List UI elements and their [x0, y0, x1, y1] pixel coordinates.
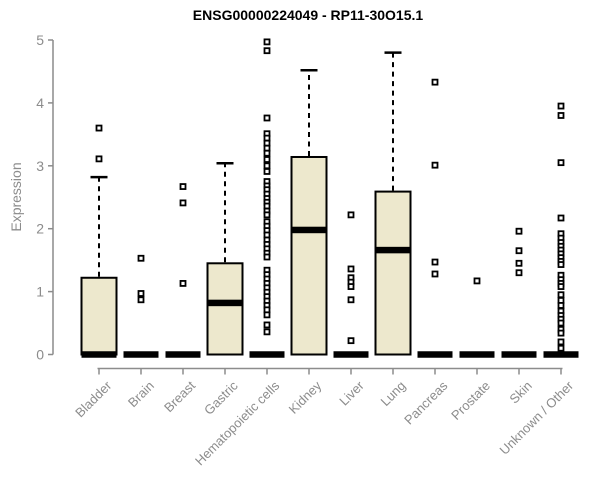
outlier-point-brain	[137, 296, 145, 304]
outlier-point-brain	[137, 290, 145, 297]
outlier-point-hematopoietic-cells	[263, 114, 271, 122]
outlier-point-pancreas	[431, 78, 439, 86]
median-brain	[123, 351, 159, 358]
outlier-point-hematopoietic-cells	[263, 162, 271, 170]
outlier-point-pancreas	[431, 270, 439, 278]
y-axis-tick-label: 2	[36, 221, 44, 237]
box-kidney	[290, 155, 328, 356]
outlier-point-skin	[515, 247, 523, 255]
median-pancreas	[417, 351, 453, 358]
outlier-point-brain	[137, 254, 145, 262]
median-liver	[333, 351, 369, 358]
y-axis-tick-label: 3	[36, 158, 44, 174]
outlier-point-hematopoietic-cells	[263, 156, 271, 163]
outlier-point-liver	[347, 211, 355, 219]
outlier-point-unknown-other	[557, 283, 565, 290]
y-axis-tick-label: 1	[36, 284, 44, 300]
outlier-point-pancreas	[431, 161, 439, 169]
outlier-point-liver	[347, 283, 355, 290]
median-hematopoietic-cells	[249, 351, 285, 358]
box-gastric	[206, 262, 244, 356]
outlier-point-unknown-other	[557, 319, 565, 327]
median-unknown-other	[543, 351, 579, 358]
outlier-point-unknown-other	[557, 344, 565, 352]
outlier-point-liver	[347, 265, 355, 273]
outlier-point-liver	[347, 296, 355, 304]
median-gastric	[207, 299, 243, 307]
median-lung	[375, 246, 411, 254]
outlier-point-unknown-other	[557, 112, 565, 119]
outlier-point-hematopoietic-cells	[263, 311, 271, 319]
outlier-point-breast	[179, 199, 187, 207]
median-skin	[501, 351, 537, 358]
outlier-point-breast	[179, 183, 187, 190]
median-kidney	[291, 226, 327, 234]
outlier-point-bladder	[95, 155, 103, 163]
outlier-point-unknown-other	[557, 261, 565, 268]
outlier-point-unknown-other	[557, 102, 565, 110]
outlier-point-liver	[347, 337, 355, 345]
median-bladder	[81, 351, 117, 358]
outlier-point-skin	[515, 227, 523, 235]
outlier-point-unknown-other	[557, 291, 565, 299]
outlier-point-unknown-other	[557, 214, 565, 222]
chart-title: ENSG00000224049 - RP11-30O15.1	[192, 7, 424, 23]
y-axis-tick-label: 0	[36, 347, 44, 363]
box-lung	[374, 190, 412, 356]
outlier-point-hematopoietic-cells	[263, 38, 271, 46]
outlier-point-hematopoietic-cells	[263, 321, 271, 329]
outlier-point-pancreas	[431, 258, 439, 266]
outlier-point-bladder	[95, 124, 103, 132]
y-axis-tick-label: 4	[36, 95, 44, 111]
median-prostate	[459, 351, 495, 358]
median-breast	[165, 351, 201, 358]
outlier-point-hematopoietic-cells	[263, 149, 271, 157]
outlier-point-unknown-other	[557, 159, 565, 167]
outlier-point-prostate	[473, 277, 481, 285]
outlier-point-unknown-other	[557, 302, 565, 309]
outlier-point-hematopoietic-cells	[263, 47, 271, 55]
outlier-point-skin	[515, 269, 523, 277]
outlier-point-hematopoietic-cells	[263, 168, 271, 175]
outlier-point-hematopoietic-cells	[263, 211, 271, 219]
outlier-point-hematopoietic-cells	[263, 253, 271, 261]
y-axis-tick-label: 5	[36, 32, 44, 48]
outlier-point-hematopoietic-cells	[263, 328, 271, 336]
box-bladder	[80, 276, 118, 356]
outlier-point-breast	[179, 280, 187, 287]
outlier-point-unknown-other	[557, 329, 565, 337]
outlier-point-unknown-other	[557, 338, 565, 346]
outlier-point-skin	[515, 259, 523, 267]
